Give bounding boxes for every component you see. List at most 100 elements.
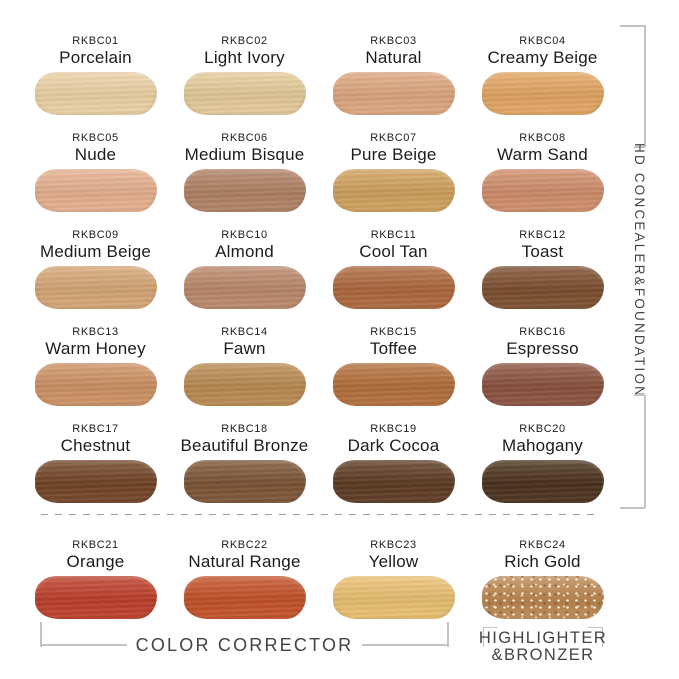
swatch-color-smear — [481, 72, 604, 115]
swatch-cell-rkbc09: RKBC09 Medium Beige — [21, 222, 170, 319]
swatch-name: Creamy Beige — [487, 48, 598, 67]
swatch-cell-rkbc07: RKBC07 Pure Beige — [319, 125, 468, 222]
swatch-cell-rkbc10: RKBC10 Almond — [170, 222, 319, 319]
swatch-color-smear — [183, 266, 306, 309]
right-bracket-dash-upper — [634, 146, 645, 148]
swatch-color-smear — [481, 169, 604, 212]
swatch-code: RKBC18 — [221, 423, 268, 435]
swatch-cell-rkbc04: RKBC04 Creamy Beige — [468, 28, 617, 125]
swatch-name: Yellow — [368, 552, 419, 571]
swatch-cell-rkbc18: RKBC18 Beautiful Bronze — [170, 416, 319, 513]
swatch-cell-rkbc24: RKBC24 Rich Gold — [468, 532, 617, 629]
swatch-cell-rkbc03: RKBC03 Natural — [319, 28, 468, 125]
swatch-cell-rkbc14: RKBC14 Fawn — [170, 319, 319, 416]
swatch-code: RKBC01 — [72, 35, 119, 47]
swatch-cell-rkbc05: RKBC05 Nude — [21, 125, 170, 222]
swatch-cell-rkbc19: RKBC19 Dark Cocoa — [319, 416, 468, 513]
swatch-code: RKBC04 — [519, 35, 566, 47]
swatch-code: RKBC02 — [221, 35, 268, 47]
swatch-code: RKBC13 — [72, 326, 119, 338]
swatch-code: RKBC19 — [370, 423, 417, 435]
swatch-color-smear — [332, 460, 455, 503]
section-divider-dashed-line — [41, 514, 597, 515]
swatch-name: Orange — [66, 552, 125, 571]
swatch-name: Natural Range — [188, 552, 301, 571]
color-corrector-bracket-left — [40, 622, 42, 647]
swatch-name: Toast — [521, 242, 564, 261]
swatch-name: Natural — [365, 48, 422, 67]
swatch-cell-rkbc06: RKBC06 Medium Bisque — [170, 125, 319, 222]
swatch-code: RKBC24 — [519, 539, 566, 551]
swatch-color-smear — [34, 460, 157, 503]
swatch-name: Chestnut — [60, 436, 131, 455]
color-corrector-bracket: COLOR CORRECTOR — [40, 634, 449, 656]
swatch-cell-rkbc21: RKBC21 Orange — [21, 532, 170, 629]
swatch-name: Cool Tan — [359, 242, 428, 261]
swatch-color-smear — [481, 460, 604, 503]
swatch-code: RKBC14 — [221, 326, 268, 338]
right-bracket-line-bottom — [644, 395, 646, 508]
swatch-color-smear — [481, 266, 604, 309]
swatch-name: Porcelain — [59, 48, 132, 67]
swatch-color-smear — [34, 576, 157, 619]
right-bracket-top-tick — [620, 25, 645, 27]
swatch-color-smear — [481, 576, 604, 619]
swatch-code: RKBC10 — [221, 229, 268, 241]
highlighter-bracket-left-corner — [483, 627, 498, 647]
swatch-name: Medium Bisque — [184, 145, 305, 164]
swatch-color-smear — [34, 363, 157, 406]
swatch-code: RKBC07 — [370, 132, 417, 144]
group-label-highlighter-bronzer: HIGHLIGHTER &BRONZER — [463, 630, 623, 664]
swatch-code: RKBC03 — [370, 35, 417, 47]
swatch-color-smear — [481, 363, 604, 406]
highlighter-bracket-right-corner — [588, 627, 603, 647]
swatch-color-smear — [34, 169, 157, 212]
swatch-code: RKBC05 — [72, 132, 119, 144]
swatch-cell-rkbc13: RKBC13 Warm Honey — [21, 319, 170, 416]
swatch-code: RKBC20 — [519, 423, 566, 435]
swatch-cell-rkbc15: RKBC15 Toffee — [319, 319, 468, 416]
swatch-code: RKBC22 — [221, 539, 268, 551]
swatch-name: Warm Sand — [497, 145, 588, 164]
swatch-code: RKBC16 — [519, 326, 566, 338]
swatch-name: Rich Gold — [504, 552, 581, 571]
swatch-cell-rkbc08: RKBC08 Warm Sand — [468, 125, 617, 222]
swatch-color-smear — [332, 363, 455, 406]
swatch-cell-rkbc22: RKBC22 Natural Range — [170, 532, 319, 629]
swatch-name: Pure Beige — [350, 145, 437, 164]
swatch-code: RKBC08 — [519, 132, 566, 144]
right-bracket-line-top — [644, 25, 646, 147]
swatch-color-smear — [332, 72, 455, 115]
color-corrector-bracket-right — [447, 622, 449, 647]
swatch-name: Espresso — [506, 339, 579, 358]
swatch-cell-rkbc02: RKBC02 Light Ivory — [170, 28, 319, 125]
group-label-color-corrector: COLOR CORRECTOR — [135, 635, 354, 655]
swatch-name: Medium Beige — [39, 242, 152, 261]
swatch-name: Toffee — [369, 339, 418, 358]
swatch-color-smear — [183, 576, 306, 619]
swatch-code: RKBC12 — [519, 229, 566, 241]
swatch-cell-rkbc17: RKBC17 Chestnut — [21, 416, 170, 513]
swatch-name: Warm Honey — [45, 339, 146, 358]
swatch-grid-corrector: RKBC21 Orange RKBC22 Natural Range RKBC23 Yel… — [21, 532, 617, 629]
swatch-color-smear — [332, 576, 455, 619]
swatch-name: Almond — [215, 242, 274, 261]
swatch-cell-rkbc16: RKBC16 Espresso — [468, 319, 617, 416]
swatch-code: RKBC06 — [221, 132, 268, 144]
swatch-grid-foundation: RKBC01 Porcelain RKBC02 Light Ivory RKBC03 Na… — [21, 28, 617, 513]
swatch-name: Beautiful Bronze — [180, 436, 309, 455]
swatch-color-smear — [183, 363, 306, 406]
swatch-code: RKBC17 — [72, 423, 119, 435]
swatch-name: Mahogany — [502, 436, 583, 455]
swatch-name: Dark Cocoa — [347, 436, 440, 455]
swatch-color-smear — [332, 169, 455, 212]
color-corrector-line-left — [40, 644, 127, 646]
swatch-color-smear — [34, 266, 157, 309]
right-bracket-dash-lower — [634, 394, 645, 396]
swatch-name: Nude — [74, 145, 117, 164]
swatch-color-smear — [34, 72, 157, 115]
swatch-code: RKBC09 — [72, 229, 119, 241]
highlighter-label-line2: &BRONZER — [491, 646, 595, 664]
color-corrector-line-right — [362, 644, 449, 646]
